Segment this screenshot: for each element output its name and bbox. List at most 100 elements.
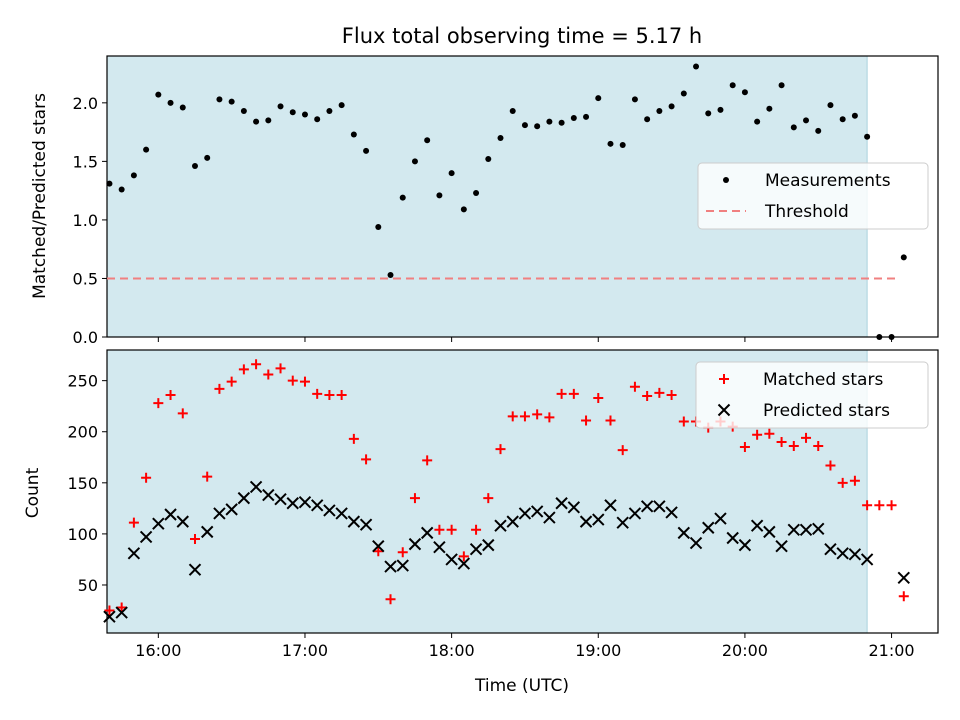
matched-star-point bbox=[165, 389, 176, 400]
measurement-point bbox=[619, 141, 626, 148]
measurement-point bbox=[411, 158, 418, 165]
measurement-point bbox=[741, 89, 748, 96]
legend-label: Measurements bbox=[765, 171, 891, 191]
measurement-point bbox=[473, 189, 480, 196]
matched-star-point bbox=[238, 364, 249, 375]
matched-star-point bbox=[629, 381, 640, 392]
predicted-star-point bbox=[628, 507, 642, 520]
matched-star-point bbox=[862, 500, 873, 511]
predicted-star-point bbox=[115, 606, 128, 619]
predicted-star-point bbox=[592, 513, 605, 526]
matched-star-point bbox=[189, 534, 200, 545]
measurement-point bbox=[668, 103, 675, 110]
predicted-star-point bbox=[469, 543, 483, 556]
legend: Matched stars Predicted stars bbox=[695, 361, 929, 429]
matched-star-point bbox=[678, 416, 689, 427]
predicted-star-point bbox=[298, 496, 312, 509]
predicted-star-point bbox=[750, 519, 764, 532]
axes-frame bbox=[106, 55, 939, 338]
predicted-star-point bbox=[176, 515, 189, 528]
predicted-star-point bbox=[433, 540, 446, 554]
matched-star-point bbox=[593, 393, 604, 404]
predicted-star-point bbox=[579, 515, 593, 528]
measurement-point bbox=[509, 108, 516, 115]
predicted-star-point bbox=[286, 497, 299, 510]
measurement-point bbox=[363, 147, 370, 154]
matched-star-point bbox=[214, 383, 225, 394]
matched-star-point bbox=[336, 389, 347, 400]
measurement-point bbox=[289, 109, 296, 116]
predicted-star-point bbox=[702, 521, 715, 534]
matched-star-point bbox=[312, 388, 323, 399]
matched-star-point bbox=[739, 442, 750, 453]
measurement-point bbox=[656, 108, 663, 115]
measurement-point bbox=[326, 108, 333, 115]
matched-star-point bbox=[226, 376, 237, 387]
predicted-star-point bbox=[677, 526, 691, 540]
measurement-point bbox=[864, 133, 871, 140]
legend-dot-marker bbox=[723, 177, 729, 183]
predicted-star-point bbox=[799, 523, 813, 537]
predicted-star-point bbox=[787, 523, 801, 537]
y-tick-label: 250 bbox=[67, 372, 98, 391]
measurement-point bbox=[595, 95, 602, 102]
measurement-point bbox=[301, 111, 308, 118]
measurement-point bbox=[436, 192, 443, 199]
measurement-point bbox=[729, 82, 736, 89]
predicted-star-point bbox=[824, 543, 837, 556]
x-tick-label: 21:00 bbox=[869, 641, 915, 660]
matched-star-point bbox=[275, 363, 286, 374]
measurement-point bbox=[265, 117, 272, 124]
predicted-star-point bbox=[127, 547, 141, 560]
measurement-point bbox=[680, 90, 687, 97]
legend-label: Matched stars bbox=[763, 370, 883, 390]
matched-star-point bbox=[568, 388, 579, 399]
measurement-point bbox=[314, 116, 321, 123]
measurement-point bbox=[827, 102, 834, 109]
predicted-star-point bbox=[310, 499, 324, 512]
matched-star-point bbox=[397, 547, 408, 558]
measurement-point bbox=[460, 206, 467, 213]
predicted-star-point bbox=[897, 571, 910, 585]
measurement-point bbox=[118, 186, 125, 193]
matched-star-point bbox=[177, 408, 188, 419]
predicted-star-point bbox=[848, 548, 862, 561]
measurement-point bbox=[375, 223, 382, 230]
matched-star-point bbox=[666, 389, 677, 400]
matched-star-point bbox=[764, 428, 775, 439]
matched-star-point bbox=[287, 375, 298, 386]
predicted-star-point bbox=[445, 553, 458, 566]
matched-star-point bbox=[581, 415, 592, 426]
matched-star-point bbox=[361, 454, 372, 465]
predicted-star-point bbox=[420, 526, 434, 540]
bottom-xlabel: Time (UTC) bbox=[474, 676, 569, 696]
measurement-point bbox=[204, 154, 211, 161]
legend-box bbox=[695, 361, 929, 429]
y-tick-label: 200 bbox=[67, 423, 98, 442]
measurement-point bbox=[521, 122, 528, 129]
predicted-star-point bbox=[640, 500, 654, 513]
predicted-star-point bbox=[237, 491, 251, 505]
measurement-point bbox=[167, 99, 174, 106]
x-tick-label: 17:00 bbox=[282, 641, 328, 660]
matched-star-point bbox=[471, 524, 482, 535]
predicted-star-point bbox=[665, 506, 678, 519]
measurement-point bbox=[155, 91, 162, 98]
measurement-point bbox=[558, 119, 565, 126]
predicted-star-point bbox=[384, 560, 397, 573]
measurement-point bbox=[350, 131, 357, 138]
matched-star-point bbox=[654, 387, 665, 398]
measurement-point bbox=[253, 118, 260, 125]
measurement-point bbox=[228, 98, 235, 105]
predicted-star-point bbox=[396, 559, 409, 572]
measurement-point bbox=[240, 108, 247, 115]
matched-star-point bbox=[422, 455, 433, 466]
predicted-star-point bbox=[457, 557, 471, 570]
predicted-star-point bbox=[530, 505, 544, 518]
predicted-star-point bbox=[653, 500, 666, 513]
matched-star-point bbox=[617, 445, 628, 456]
predicted-star-point bbox=[482, 538, 495, 552]
predicted-star-point bbox=[359, 518, 373, 531]
ratio-panel: 0.0 0.5 1.0 1.5 2.0 Measurements Threshold bbox=[73, 55, 939, 347]
